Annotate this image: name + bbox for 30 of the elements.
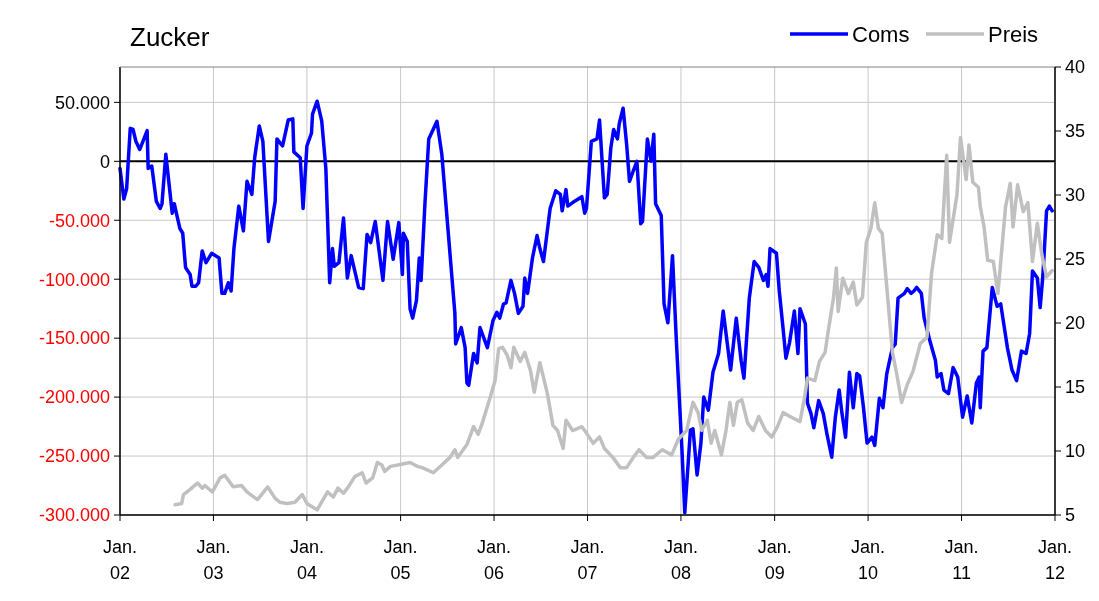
x-tick-label: Jan. 04 [289,537,324,583]
y-tick-label: -50.000 [48,210,110,231]
legend-label: Preis [988,21,1039,47]
y-tick-label: -250.000 [38,446,110,467]
y2-tick-label: 35 [1065,121,1086,142]
chart-title: Zucker [130,22,210,52]
legend-label: Coms [852,21,910,47]
x-tick-label: Jan. 09 [757,537,792,583]
x-tick-label: Jan. 12 [1037,537,1073,583]
y2-tick-label: 30 [1065,185,1086,206]
x-tick-label: Jan. 02 [102,537,138,583]
x-tick-label: Jan. 03 [196,537,231,583]
y2-tick-label: 5 [1065,505,1076,526]
y2-tick-label: 20 [1065,313,1086,334]
y-tick-label: -300.000 [38,505,110,526]
x-tick-label: Jan. 07 [570,537,605,583]
y-tick-label: -150.000 [38,328,110,349]
y2-tick-label: 15 [1065,377,1086,398]
y2-tick-label: 25 [1065,249,1086,270]
y2-tick-label: 10 [1065,441,1086,462]
x-tick-label: Jan. 06 [477,537,512,583]
y2-tick-label: 40 [1065,57,1086,78]
y-tick-label: -100.000 [38,269,110,290]
x-tick-label: Jan. 08 [663,537,698,583]
x-tick-label: Jan. 10 [851,537,886,583]
y-tick-label: -200.000 [38,387,110,408]
y-tick-label: 0 [99,151,110,172]
x-tick-label: Jan. 11 [944,537,979,583]
y-tick-label: 50.000 [54,92,110,113]
x-tick-label: Jan. 05 [383,537,418,583]
